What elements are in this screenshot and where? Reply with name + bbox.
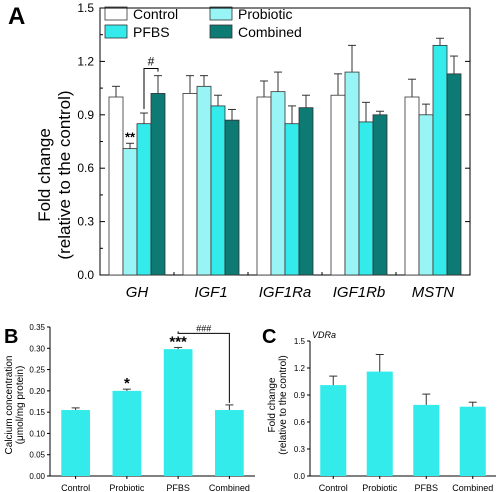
panelC-y-tick-label: 1.5 bbox=[294, 337, 306, 346]
panel-a-y-tick-label: 1.2 bbox=[77, 54, 94, 68]
panelB-x-tick-label: PFBS bbox=[166, 483, 190, 492]
panelB-bar bbox=[215, 410, 244, 476]
panelB-significance-mark: *** bbox=[169, 333, 187, 350]
panelC-bar bbox=[320, 385, 347, 476]
panel-a-bar bbox=[210, 105, 226, 276]
panel-a-y-tick-label: 0.3 bbox=[77, 215, 94, 229]
panel-b-label: B bbox=[4, 326, 18, 348]
panelB-y-tick-label: 0.35 bbox=[29, 323, 45, 332]
panelC-y-tick-label: 0.0 bbox=[294, 472, 306, 481]
panel-a-bar bbox=[432, 44, 448, 276]
panelB-significance-mark: * bbox=[124, 375, 130, 392]
panel-a-y-tick-label: 0.9 bbox=[77, 108, 94, 122]
panel-a-x-tick-label: IGF1 bbox=[194, 284, 227, 301]
panel-a-y-tick-label: 1.5 bbox=[77, 1, 94, 15]
panelB-x-tick-label: Control bbox=[61, 483, 90, 492]
panel-a-bar bbox=[298, 107, 314, 276]
panel-a-y-axis-label-line1: Fold change bbox=[35, 128, 54, 222]
panel-c-y-axis-label-line1: Fold change bbox=[267, 377, 278, 432]
panel-c-label: C bbox=[262, 326, 276, 348]
panel-a-bar bbox=[446, 73, 462, 276]
panelB-y-tick-label: 0.10 bbox=[29, 429, 45, 438]
panel-a-legend-swatch bbox=[209, 24, 233, 39]
panelC-y-tick-label: 0.6 bbox=[294, 418, 306, 427]
panel-a-bar bbox=[330, 94, 346, 276]
panelC-y-tick-label: 0.3 bbox=[294, 445, 306, 454]
panelC-bar bbox=[366, 371, 393, 476]
panel-a-legend-label: Combined bbox=[238, 24, 302, 40]
panelB-significance-mark: ### bbox=[196, 323, 211, 333]
panelC-x-tick-label: Control bbox=[319, 483, 348, 492]
panelB-y-tick-label: 0.30 bbox=[29, 344, 45, 353]
panel-b-y-axis-label-line2: (μmol/mg protein) bbox=[15, 366, 26, 445]
panel-b-y-axis-label-line1: Calcium concentration bbox=[4, 356, 15, 455]
panel-a-chart: A Fold change (relative to the control) … bbox=[8, 1, 471, 301]
panel-a-bar bbox=[256, 96, 272, 276]
panel-a-bar bbox=[150, 93, 166, 276]
panel-a-bar bbox=[358, 121, 374, 276]
panel-a-significance-bracket bbox=[143, 68, 159, 110]
panel-a-bar bbox=[136, 123, 152, 276]
panelC-x-tick-label: Combined bbox=[452, 483, 493, 492]
panel-a-bar bbox=[182, 93, 198, 276]
panel-a-bar bbox=[344, 71, 360, 276]
panel-a-bar bbox=[122, 148, 138, 276]
panel-a-bar bbox=[270, 91, 286, 276]
panelC-y-tick-label: 0.9 bbox=[294, 391, 306, 400]
panel-a-bar bbox=[196, 85, 212, 276]
panel-a-legend-label: Probiotic bbox=[238, 6, 292, 22]
panelC-x-tick-label: Probiotic bbox=[362, 483, 398, 492]
panel-a-x-tick-label: GH bbox=[126, 284, 149, 301]
panel-a-bar bbox=[284, 123, 300, 276]
panel-a-legend-swatch bbox=[104, 24, 128, 39]
panelB-y-tick-label: 0.20 bbox=[29, 387, 45, 396]
panel-a-legend: Control PFBS Probiotic Combined bbox=[104, 6, 302, 40]
panelC-x-tick-label: PFBS bbox=[414, 483, 438, 492]
panel-a-bar bbox=[418, 114, 434, 276]
panelC-bar bbox=[413, 404, 440, 476]
panel-a-x-tick-label: MSTN bbox=[412, 284, 455, 301]
panel-a-significance-mark: ** bbox=[125, 129, 136, 144]
panel-c-title: VDRa bbox=[312, 330, 336, 340]
panel-a-significance-mark: # bbox=[148, 55, 155, 69]
panel-a-y-tick-label: 0.0 bbox=[77, 268, 94, 282]
panelB-bar bbox=[61, 410, 90, 476]
panel-b-chart: B Calcium concentration (μmol/mg protein… bbox=[4, 323, 255, 492]
panel-a-bar bbox=[404, 96, 420, 276]
panel-a-label: A bbox=[8, 3, 25, 30]
panelB-y-tick-label: 0.15 bbox=[29, 408, 45, 417]
panelC-bar bbox=[459, 406, 486, 476]
panelB-y-tick-label: 0.00 bbox=[29, 472, 45, 481]
panelB-y-tick-label: 0.25 bbox=[29, 366, 45, 375]
panel-a-bar bbox=[224, 119, 240, 276]
panel-a-legend-label: PFBS bbox=[133, 24, 170, 40]
panelB-x-tick-label: Probiotic bbox=[109, 483, 145, 492]
panel-a-x-tick-label: IGF1Ra bbox=[259, 284, 312, 301]
panelB-bar bbox=[112, 390, 142, 476]
panelB-significance-bracket bbox=[177, 331, 230, 403]
panel-a-bar bbox=[372, 114, 388, 276]
panel-a-legend-swatch bbox=[209, 6, 233, 21]
panelB-bar bbox=[163, 349, 193, 476]
panel-a-legend-label: Control bbox=[133, 6, 178, 22]
panel-a-x-tick-label: IGF1Rb bbox=[333, 284, 386, 301]
panel-a-legend-swatch bbox=[104, 6, 128, 21]
panelC-y-tick-label: 1.2 bbox=[294, 364, 306, 373]
panel-a-y-axis-label-line2: (relative to the control) bbox=[55, 90, 74, 259]
panelB-x-tick-label: Combined bbox=[209, 483, 250, 492]
panel-a-y-tick-label: 0.6 bbox=[77, 161, 94, 175]
panel-c-chart: C VDRa Fold change (relative to the cont… bbox=[262, 326, 496, 492]
panelB-y-tick-label: 0.05 bbox=[29, 451, 45, 460]
panel-a-bar bbox=[108, 96, 124, 276]
panel-c-y-axis-label-line2: (relative to the control) bbox=[278, 355, 289, 455]
